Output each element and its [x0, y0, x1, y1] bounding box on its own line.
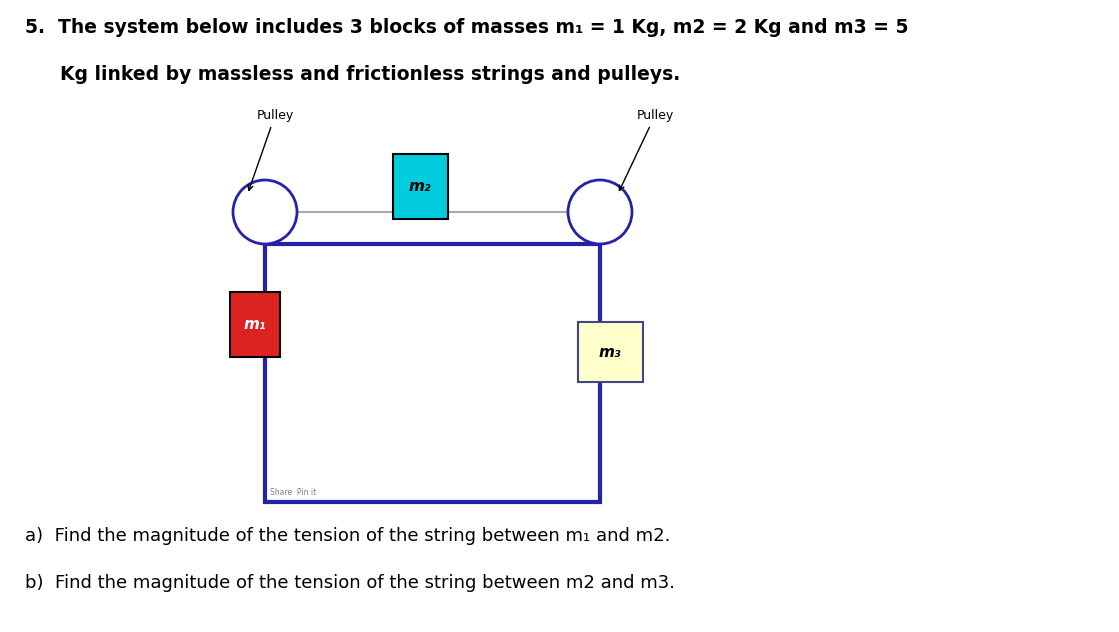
Text: b)  Find the magnitude of the tension of the string between m2 and m3.: b) Find the magnitude of the tension of …	[25, 574, 675, 592]
Text: m₂: m₂	[408, 178, 431, 193]
Bar	[577, 322, 642, 382]
Text: Kg linked by massless and frictionless strings and pulleys.: Kg linked by massless and frictionless s…	[60, 65, 680, 84]
Text: Pulley: Pulley	[619, 109, 674, 190]
Ellipse shape	[233, 180, 297, 244]
Text: Share  Pin it: Share Pin it	[270, 488, 317, 497]
Ellipse shape	[568, 180, 632, 244]
Text: m₃: m₃	[599, 344, 621, 360]
Bar	[265, 244, 600, 502]
Bar	[393, 154, 448, 219]
Text: m₁: m₁	[244, 317, 266, 332]
Bar	[231, 292, 280, 357]
Text: a)  Find the magnitude of the tension of the string between m₁ and m2.: a) Find the magnitude of the tension of …	[25, 527, 670, 545]
Text: 5.  The system below includes 3 blocks of masses m₁ = 1 Kg, m2 = 2 Kg and m3 = 5: 5. The system below includes 3 blocks of…	[25, 18, 909, 37]
Text: Pulley: Pulley	[248, 109, 293, 190]
